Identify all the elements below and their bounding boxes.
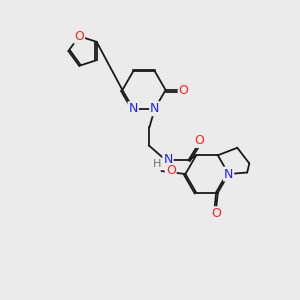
Text: O: O: [74, 30, 84, 43]
Text: H: H: [153, 159, 162, 169]
Text: O: O: [179, 83, 188, 97]
Text: O: O: [194, 134, 204, 147]
Text: N: N: [150, 102, 160, 115]
Text: N: N: [224, 167, 233, 181]
Text: N: N: [163, 153, 173, 166]
Text: N: N: [128, 102, 138, 115]
Text: O: O: [212, 207, 221, 220]
Text: O: O: [166, 164, 175, 178]
